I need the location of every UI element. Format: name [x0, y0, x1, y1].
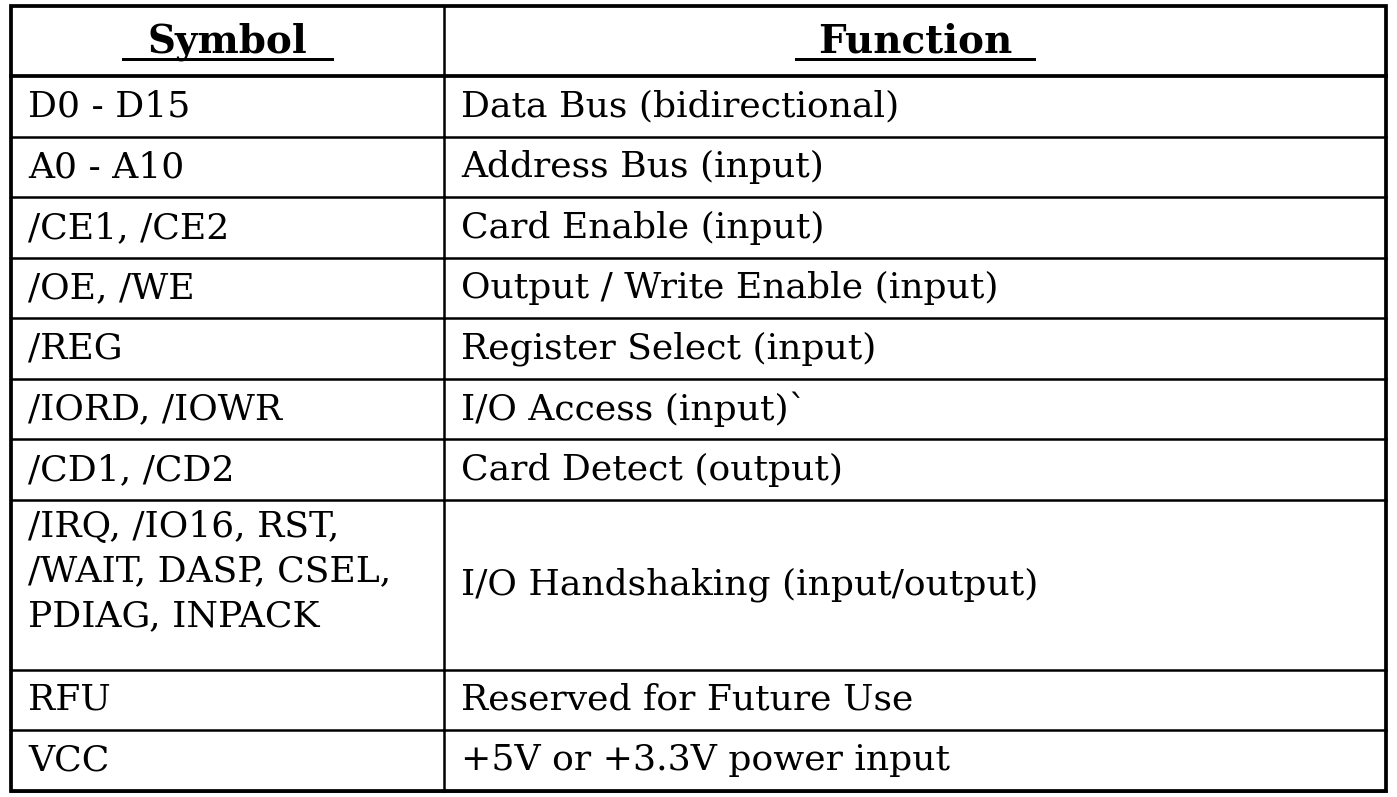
Text: A0 - A10: A0 - A10	[28, 150, 184, 184]
Text: Function: Function	[817, 22, 1013, 61]
Text: PDIAG, INPACK: PDIAG, INPACK	[28, 599, 320, 633]
Text: /OE, /WE: /OE, /WE	[28, 271, 194, 305]
Text: I/O Handshaking (input/output): I/O Handshaking (input/output)	[461, 567, 1038, 602]
Text: Register Select (input): Register Select (input)	[461, 332, 876, 366]
Text: Data Bus (bidirectional): Data Bus (bidirectional)	[461, 90, 900, 124]
Text: /CD1, /CD2: /CD1, /CD2	[28, 453, 235, 487]
Text: /WAIT, DASP, CSEL,: /WAIT, DASP, CSEL,	[28, 555, 391, 588]
Text: /REG: /REG	[28, 332, 123, 366]
Text: Reserved for Future Use: Reserved for Future Use	[461, 683, 914, 717]
Text: I/O Access (input)`: I/O Access (input)`	[461, 391, 806, 427]
Text: D0 - D15: D0 - D15	[28, 90, 190, 124]
Text: Symbol: Symbol	[148, 22, 307, 61]
Text: +5V or +3.3V power input: +5V or +3.3V power input	[461, 744, 950, 777]
Text: Card Enable (input): Card Enable (input)	[461, 210, 824, 245]
Text: RFU: RFU	[28, 683, 110, 717]
Text: VCC: VCC	[28, 744, 109, 777]
Text: /IRQ, /IO16, RST,: /IRQ, /IO16, RST,	[28, 510, 339, 544]
Text: Address Bus (input): Address Bus (input)	[461, 150, 824, 184]
Text: Card Detect (output): Card Detect (output)	[461, 453, 842, 487]
Text: /IORD, /IOWR: /IORD, /IOWR	[28, 392, 282, 426]
Text: Output / Write Enable (input): Output / Write Enable (input)	[461, 271, 999, 305]
Text: /CE1, /CE2: /CE1, /CE2	[28, 210, 229, 245]
